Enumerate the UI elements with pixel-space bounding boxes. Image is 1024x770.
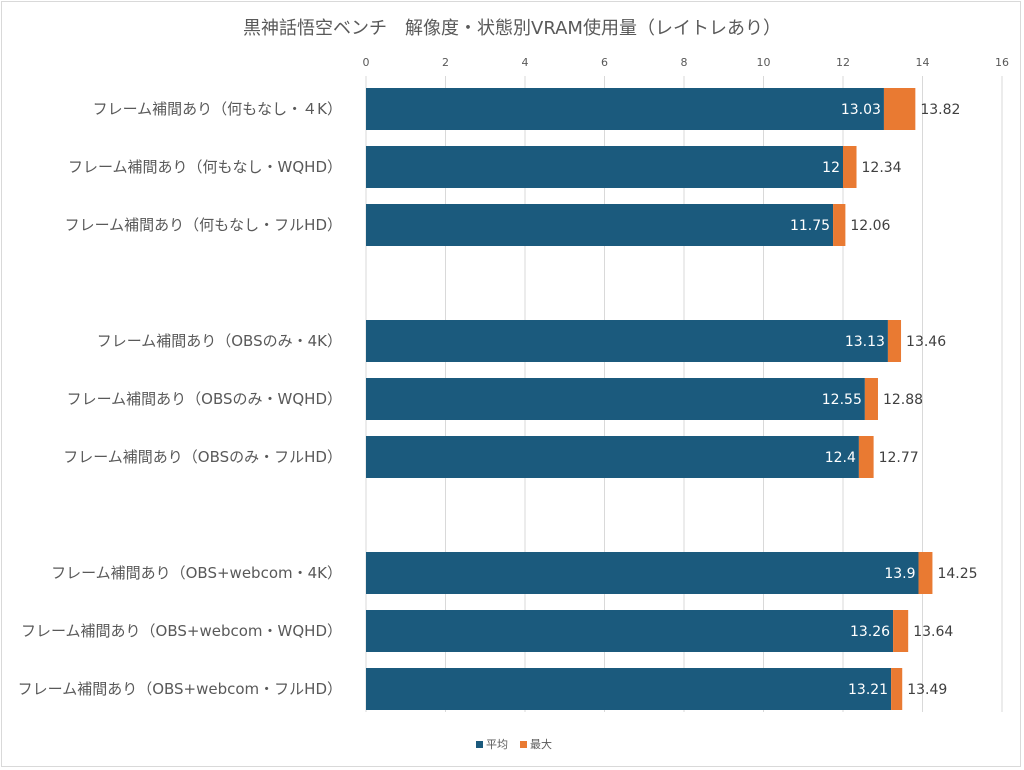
x-axis-ticks: 0 2 4 6 8 10 12 14 16 bbox=[363, 56, 1010, 69]
chart-title: 黒神話悟空ベンチ 解像度・状態別VRAM使用量（レイトレあり） bbox=[243, 18, 781, 39]
data-label-max: 14.25 bbox=[937, 566, 977, 582]
legend-label: 平均 bbox=[486, 738, 508, 751]
data-label-max: 13.46 bbox=[906, 334, 946, 350]
data-label-avg: 12 bbox=[822, 160, 840, 176]
bar-avg bbox=[366, 378, 865, 420]
category-label: フレーム補間あり（OBS+webcom・フルHD） bbox=[18, 680, 342, 698]
bar-max-segment bbox=[918, 552, 933, 594]
data-label-avg: 13.03 bbox=[841, 102, 881, 118]
bars: 13.03 13.82 12 12.34 11.75 12.06 13.13 13.46 12.… bbox=[366, 88, 978, 710]
bar-avg bbox=[366, 610, 894, 652]
data-label-avg: 12.4 bbox=[825, 450, 856, 466]
legend: 平均 最大 bbox=[476, 737, 552, 751]
data-label-avg: 12.55 bbox=[822, 392, 862, 408]
data-label-max: 12.77 bbox=[879, 450, 919, 466]
bar-max-segment bbox=[833, 204, 846, 246]
x-tick-label: 14 bbox=[916, 56, 930, 69]
x-tick-label: 8 bbox=[681, 56, 688, 69]
bar-max-segment bbox=[858, 436, 874, 478]
bar-avg bbox=[366, 436, 859, 478]
bar-max-segment bbox=[893, 610, 909, 652]
bar-avg bbox=[366, 668, 892, 710]
data-label-max: 13.49 bbox=[907, 682, 947, 698]
x-tick-label: 6 bbox=[601, 56, 608, 69]
bar-max-segment bbox=[883, 88, 916, 130]
bar-max-segment bbox=[891, 668, 903, 710]
data-label-avg: 13.9 bbox=[884, 566, 915, 582]
x-tick-label: 2 bbox=[442, 56, 449, 69]
x-tick-label: 10 bbox=[757, 56, 771, 69]
x-tick-label: 12 bbox=[836, 56, 850, 69]
bar-avg bbox=[366, 88, 884, 130]
data-label-max: 12.88 bbox=[883, 392, 923, 408]
data-label-max: 12.06 bbox=[850, 218, 890, 234]
legend-swatch bbox=[520, 741, 527, 748]
x-tick-label: 16 bbox=[995, 56, 1009, 69]
category-labels: フレーム補間あり（何もなし・４K） フレーム補間あり（何もなし・WQHD） フレーム… bbox=[18, 100, 342, 698]
bar-avg bbox=[366, 320, 888, 362]
x-tick-label: 4 bbox=[522, 56, 529, 69]
category-label: フレーム補間あり（何もなし・WQHD） bbox=[68, 158, 342, 176]
bar-max-segment bbox=[843, 146, 857, 188]
x-tick-label: 0 bbox=[363, 56, 370, 69]
legend-swatch bbox=[476, 741, 483, 748]
bar-max-segment bbox=[887, 320, 902, 362]
data-label-avg: 11.75 bbox=[790, 218, 830, 234]
data-label-avg: 13.26 bbox=[850, 624, 890, 640]
data-label-max: 13.82 bbox=[920, 102, 960, 118]
data-label-max: 12.34 bbox=[862, 160, 902, 176]
category-label: フレーム補間あり（OBS+webcom・4K） bbox=[51, 564, 342, 582]
legend-label: 最大 bbox=[530, 737, 552, 751]
data-label-avg: 13.21 bbox=[848, 682, 888, 698]
bar-avg bbox=[366, 204, 834, 246]
category-label: フレーム補間あり（OBSのみ・4K） bbox=[97, 332, 342, 350]
category-label: フレーム補間あり（OBSのみ・フルHD） bbox=[63, 448, 342, 466]
data-label-avg: 13.13 bbox=[845, 334, 885, 350]
category-label: フレーム補間あり（OBSのみ・WQHD） bbox=[67, 390, 342, 408]
bar-max-segment bbox=[864, 378, 878, 420]
bar-avg bbox=[366, 552, 919, 594]
category-label: フレーム補間あり（何もなし・フルHD） bbox=[65, 216, 342, 234]
category-label: フレーム補間あり（何もなし・４K） bbox=[93, 100, 342, 118]
data-label-max: 13.64 bbox=[913, 624, 953, 640]
category-label: フレーム補間あり（OBS+webcom・WQHD） bbox=[21, 622, 342, 640]
bar-avg bbox=[366, 146, 843, 188]
